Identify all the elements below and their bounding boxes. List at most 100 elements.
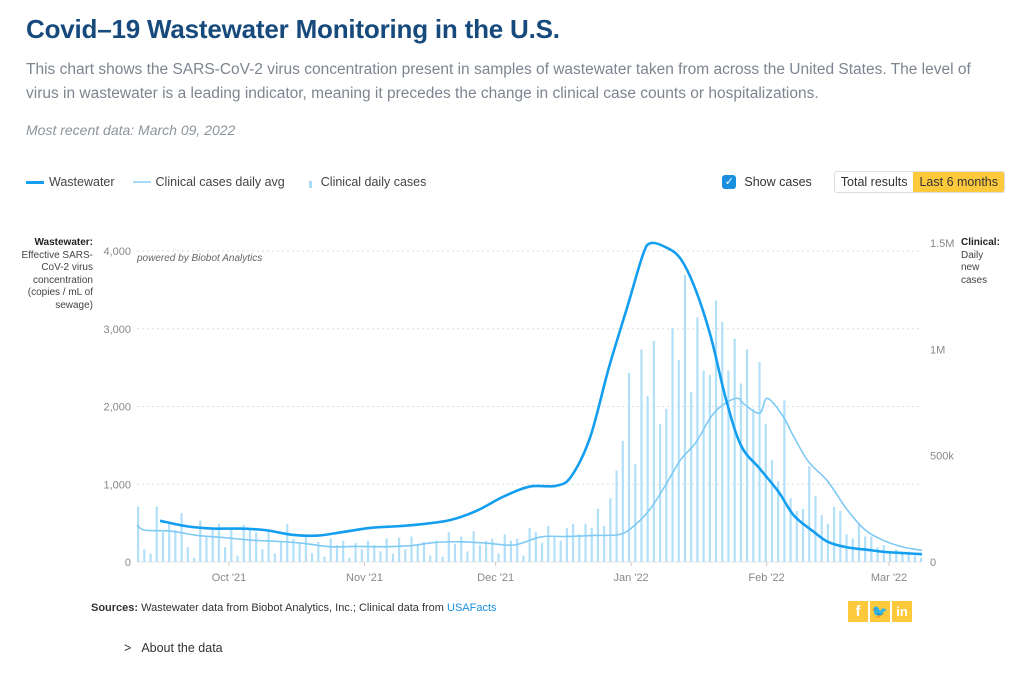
show-cases-label[interactable]: Show cases (744, 175, 812, 189)
clinical-daily-bar (528, 527, 531, 562)
clinical-daily-bar (137, 506, 140, 562)
clinical-daily-bar (603, 525, 606, 562)
last-6-months-button[interactable]: Last 6 months (913, 172, 1004, 192)
clinical-daily-bar (509, 540, 513, 562)
clinical-daily-bar (335, 544, 339, 562)
clinical-daily-bar (833, 506, 836, 562)
clinical-daily-bar (764, 423, 767, 562)
clinical-daily-bar (279, 540, 283, 562)
clinical-daily-bar (801, 508, 805, 562)
right-axis-subtitle: Daily new cases (961, 249, 988, 286)
clinical-daily-bar (808, 466, 811, 562)
clinical-avg-line (136, 397, 923, 552)
clinical-daily-bar (920, 557, 923, 562)
y-right-tick-label: 0 (930, 557, 936, 569)
clinical-daily-bar (609, 498, 612, 562)
clinical-daily-bar (702, 370, 705, 562)
sources-body: Wastewater data from Biobot Analytics, I… (138, 602, 448, 614)
clinical-daily-bar (540, 542, 544, 562)
x-tick-label: Mar '22 (871, 572, 907, 584)
clinical-daily-bar (888, 553, 892, 562)
clinical-daily-bar (547, 525, 550, 562)
chart-controls: ✓ Show cases Total results Last 6 months (722, 171, 1005, 193)
share-buttons: f 🐦 in (848, 601, 914, 622)
right-axis-title: Clinical: Daily new cases (961, 237, 1021, 287)
clinical-daily-bar (777, 481, 780, 562)
chart-svg: 0 1,000 2,000 3,000 4,000 0 500k 1M 1.5M Oct '21 N… (103, 238, 954, 584)
y-left-tick-label: 4,000 (103, 246, 131, 258)
clinical-daily-bar (783, 400, 786, 562)
clinical-daily-bar (627, 372, 631, 562)
clinical-daily-bar (453, 543, 457, 562)
clinical-daily-bar (497, 553, 500, 562)
clinical-daily-bar (485, 540, 488, 562)
clinical-daily-bar (857, 523, 861, 562)
most-recent-date: Most recent data: March 09, 2022 (26, 122, 236, 138)
total-results-button[interactable]: Total results (840, 175, 908, 189)
clinical-daily-bar (721, 321, 724, 562)
clinical-daily-bar (236, 555, 239, 562)
clinical-daily-bar (230, 527, 233, 562)
usafacts-link[interactable]: USAFacts (447, 602, 497, 614)
clinical-daily-bar (814, 496, 817, 562)
clinical-daily-bar (217, 523, 220, 562)
show-cases-checkbox[interactable]: ✓ (722, 175, 737, 189)
left-axis-subtitle: Effective SARS-CoV-2 virus concentration… (21, 249, 93, 311)
x-tick-label: Oct '21 (212, 572, 247, 584)
clinical-daily-bar (391, 553, 394, 562)
legend-label: Clinical daily cases (320, 175, 427, 189)
clinical-daily-bar (410, 536, 413, 562)
about-the-data-toggle[interactable]: > About the data (124, 641, 223, 655)
clinical-daily-bar (677, 359, 680, 562)
clinical-daily-bar (273, 553, 276, 562)
clinical-daily-bar (634, 464, 637, 562)
clinical-daily-bar (851, 538, 854, 562)
twitter-icon[interactable]: 🐦 (870, 601, 890, 622)
clinical-daily-bar (224, 547, 227, 562)
clinical-daily-bar (882, 544, 885, 562)
clinical-daily-bar (646, 396, 649, 562)
clinical-daily-bar (565, 527, 568, 562)
legend-item-clinical-daily[interactable]: Clinical daily cases (303, 175, 427, 189)
clinical-daily-bar (174, 530, 177, 562)
clinical-daily-bar (205, 536, 208, 562)
clinical-daily-bar (267, 530, 270, 562)
left-axis-title-bold: Wastewater: (34, 237, 93, 248)
legend-item-wastewater[interactable]: Wastewater (26, 175, 115, 189)
clinical-daily-bar (478, 544, 481, 562)
clinical-daily-bar (192, 557, 196, 562)
clinical-daily-bar (186, 547, 189, 562)
chevron-right-icon: > (124, 641, 132, 655)
clinical-daily-bar (752, 408, 755, 562)
x-tick-label: Dec '21 (477, 572, 514, 584)
clinical-daily-bar (329, 538, 332, 562)
clinical-daily-bar (311, 553, 314, 562)
clinical-daily-bar (739, 383, 742, 562)
clinical-daily-bar (447, 532, 450, 562)
clinical-daily-bar (578, 534, 581, 562)
clinical-daily-bar (304, 535, 307, 562)
clinical-daily-bar (255, 532, 258, 562)
facebook-icon[interactable]: f (848, 601, 868, 622)
clinical-daily-bar (323, 556, 326, 562)
clinical-daily-bar (379, 551, 382, 562)
linkedin-icon[interactable]: in (892, 601, 912, 622)
clinical-daily-bar (416, 544, 419, 562)
clinical-daily-bar (354, 542, 357, 562)
clinical-daily-bar (342, 540, 345, 562)
legend-item-clinical-avg[interactable]: Clinical cases daily avg (132, 175, 285, 189)
clinical-daily-bar (460, 536, 463, 562)
clinical-daily-bar (584, 523, 587, 562)
chart-legend: Wastewater Clinical cases daily avg Clin… (26, 175, 444, 189)
y-left-tick-label: 0 (125, 557, 131, 569)
sources-text: Sources: Wastewater data from Biobot Ana… (91, 602, 497, 614)
clinical-daily-bar (876, 547, 879, 562)
y-left-tick-label: 3,000 (103, 324, 131, 336)
clinical-daily-bar (690, 391, 693, 562)
y-left-tick-label: 2,000 (103, 402, 131, 414)
clinical-daily-bar (261, 549, 264, 562)
clinical-daily-bar (590, 527, 593, 562)
clinical-daily-bar (758, 362, 761, 562)
legend-label: Wastewater (49, 175, 115, 189)
clinical-daily-bar (422, 541, 426, 562)
